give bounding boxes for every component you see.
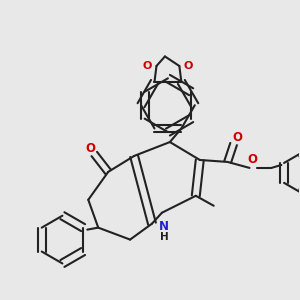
Text: O: O	[232, 130, 243, 144]
Text: O: O	[184, 61, 193, 71]
Text: H: H	[160, 232, 168, 242]
Text: O: O	[143, 61, 152, 71]
Text: O: O	[85, 142, 95, 154]
Text: O: O	[248, 154, 257, 166]
Text: N: N	[159, 220, 169, 233]
